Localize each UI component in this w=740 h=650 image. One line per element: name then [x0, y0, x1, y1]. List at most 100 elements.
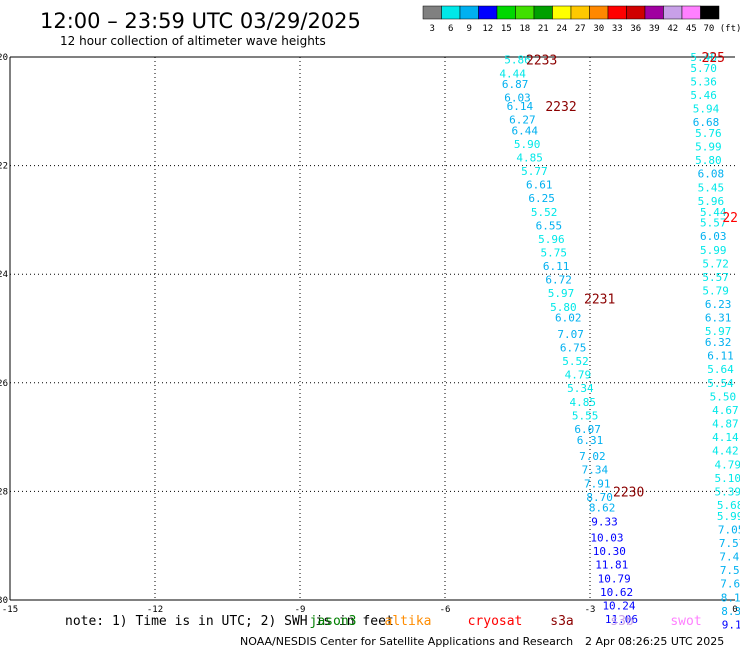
- swh-point: 5.55: [572, 409, 599, 422]
- swh-point: 6.72: [545, 274, 572, 287]
- swh-point: 10.24: [602, 599, 635, 612]
- swh-point: 5.48: [690, 51, 717, 64]
- legend-swatch: [589, 5, 609, 20]
- chart-subtitle: 12 hour collection of altimeter wave hei…: [60, 34, 326, 48]
- swh-point: 7.02: [579, 450, 606, 463]
- legend-label: 21: [538, 24, 549, 34]
- swh-points: 5.864.446.876.036.146.276.445.904.855.77…: [499, 51, 740, 631]
- y-tick-label: -30: [0, 596, 8, 606]
- swh-point: 5.44: [700, 206, 727, 219]
- swh-point: 5.99: [700, 244, 727, 257]
- satellite-name: s3b: [610, 614, 634, 629]
- swh-point: 7.47: [719, 551, 740, 564]
- swh-point: 5.96: [538, 233, 565, 246]
- legend-swatch: [478, 5, 498, 20]
- swh-point: 9.33: [591, 515, 618, 528]
- swh-point: 11.06: [605, 613, 638, 626]
- swh-point: 5.80: [550, 301, 577, 314]
- track-label: 225: [702, 51, 725, 66]
- legend-label: 24: [556, 24, 567, 34]
- swh-point: 5.99: [717, 510, 740, 523]
- swh-point: 6.14: [507, 100, 534, 113]
- swh-point: 5.90: [514, 138, 541, 151]
- swh-point: 5.10: [715, 472, 740, 485]
- swh-point: 5.80: [695, 154, 722, 167]
- swh-point: 4.79: [715, 458, 740, 471]
- swh-point: 5.64: [707, 363, 734, 376]
- swh-point: 7.07: [557, 328, 584, 341]
- swh-point: 6.02: [555, 312, 582, 325]
- legend-label: 12: [482, 24, 493, 34]
- swh-point: 5.34: [567, 382, 594, 395]
- y-tick-label: -26: [0, 379, 8, 389]
- swh-point: 4.87: [712, 418, 739, 431]
- legend-label: 27: [575, 24, 586, 34]
- x-tick-labels: -15 -12 -9 -6 -3 0: [2, 605, 738, 615]
- legend-swatch: [422, 5, 442, 20]
- satellite-name: s3a: [550, 614, 573, 629]
- color-legend: 3 6 9 12 15 18 21 24 27 30 33 36 39 42 45 70 (ft): [422, 5, 740, 34]
- legend-label: 39: [649, 24, 660, 34]
- satellite-legend: jason3 altika cryosat s3a s3b swot: [310, 614, 702, 629]
- legend-swatch: [441, 5, 461, 20]
- swh-point: 5.96: [698, 195, 725, 208]
- swh-point: 8.62: [589, 502, 616, 515]
- swh-point: 6.11: [707, 350, 734, 363]
- legend-label: 33: [612, 24, 623, 34]
- x-tick-label: -3: [585, 605, 596, 615]
- legend-label: 3: [430, 24, 435, 34]
- track-label: 2230: [613, 485, 644, 500]
- legend-label: 30: [593, 24, 604, 34]
- x-tick-label: -9: [295, 605, 306, 615]
- swh-point: 5.52: [562, 355, 589, 368]
- swh-point: 6.25: [528, 192, 555, 205]
- swh-point: 6.44: [512, 124, 539, 137]
- swh-point: 7.53: [720, 564, 740, 577]
- swh-point: 5.97: [705, 325, 732, 338]
- legend-label: 45: [686, 24, 697, 34]
- track-label: 2231: [584, 293, 615, 308]
- swh-point: 4.85: [516, 151, 543, 164]
- swh-point: 4.14: [712, 431, 739, 444]
- swh-point: 5.76: [695, 127, 722, 140]
- legend-label: 9: [467, 24, 472, 34]
- x-tick-label: 0: [732, 605, 737, 615]
- swh-point: 5.45: [698, 181, 725, 194]
- swh-point: 6.75: [560, 342, 587, 355]
- legend-label: 36: [630, 24, 641, 34]
- legend-swatch: [459, 5, 479, 20]
- swh-point: 4.44: [499, 67, 526, 80]
- swh-point: 6.61: [526, 179, 553, 192]
- swh-point: 6.55: [536, 219, 563, 232]
- y-tick-labels: -20 -22 -24 -26 -28 -30: [0, 53, 8, 606]
- swh-point: 5.86: [504, 54, 531, 67]
- swh-point: 5.46: [690, 89, 717, 102]
- swh-point: 7.34: [582, 464, 609, 477]
- swh-point: 6.87: [502, 78, 529, 91]
- legend-swatch: [607, 5, 627, 20]
- swh-point: 8.37: [721, 605, 740, 618]
- swh-point: 5.70: [690, 62, 717, 75]
- swh-point: 6.31: [577, 434, 604, 447]
- swh-point: 4.85: [570, 396, 597, 409]
- track-label: 2232: [545, 100, 576, 115]
- swh-point: 6.03: [504, 92, 531, 105]
- swh-point: 5.72: [702, 257, 729, 270]
- plot-frame: [9, 56, 735, 601]
- swh-point: 5.79: [702, 284, 729, 297]
- legend-label: 18: [519, 24, 530, 34]
- swh-point: 5.99: [695, 141, 722, 154]
- swh-point: 5.54: [707, 377, 734, 390]
- track-label: 2233: [526, 54, 557, 69]
- satellite-name: altika: [385, 614, 432, 629]
- legend-swatch: [533, 5, 553, 20]
- swh-point: 7.57: [719, 537, 740, 550]
- y-tick-label: -22: [0, 162, 8, 172]
- swh-point: 4.67: [712, 404, 739, 417]
- swh-point: 6.11: [543, 260, 570, 273]
- legend-label: 42: [667, 24, 678, 34]
- swh-point: 5.75: [541, 246, 568, 259]
- swh-point: 10.79: [598, 572, 631, 585]
- swh-point: 9.17: [722, 618, 740, 631]
- swh-point: 8.13: [721, 591, 740, 604]
